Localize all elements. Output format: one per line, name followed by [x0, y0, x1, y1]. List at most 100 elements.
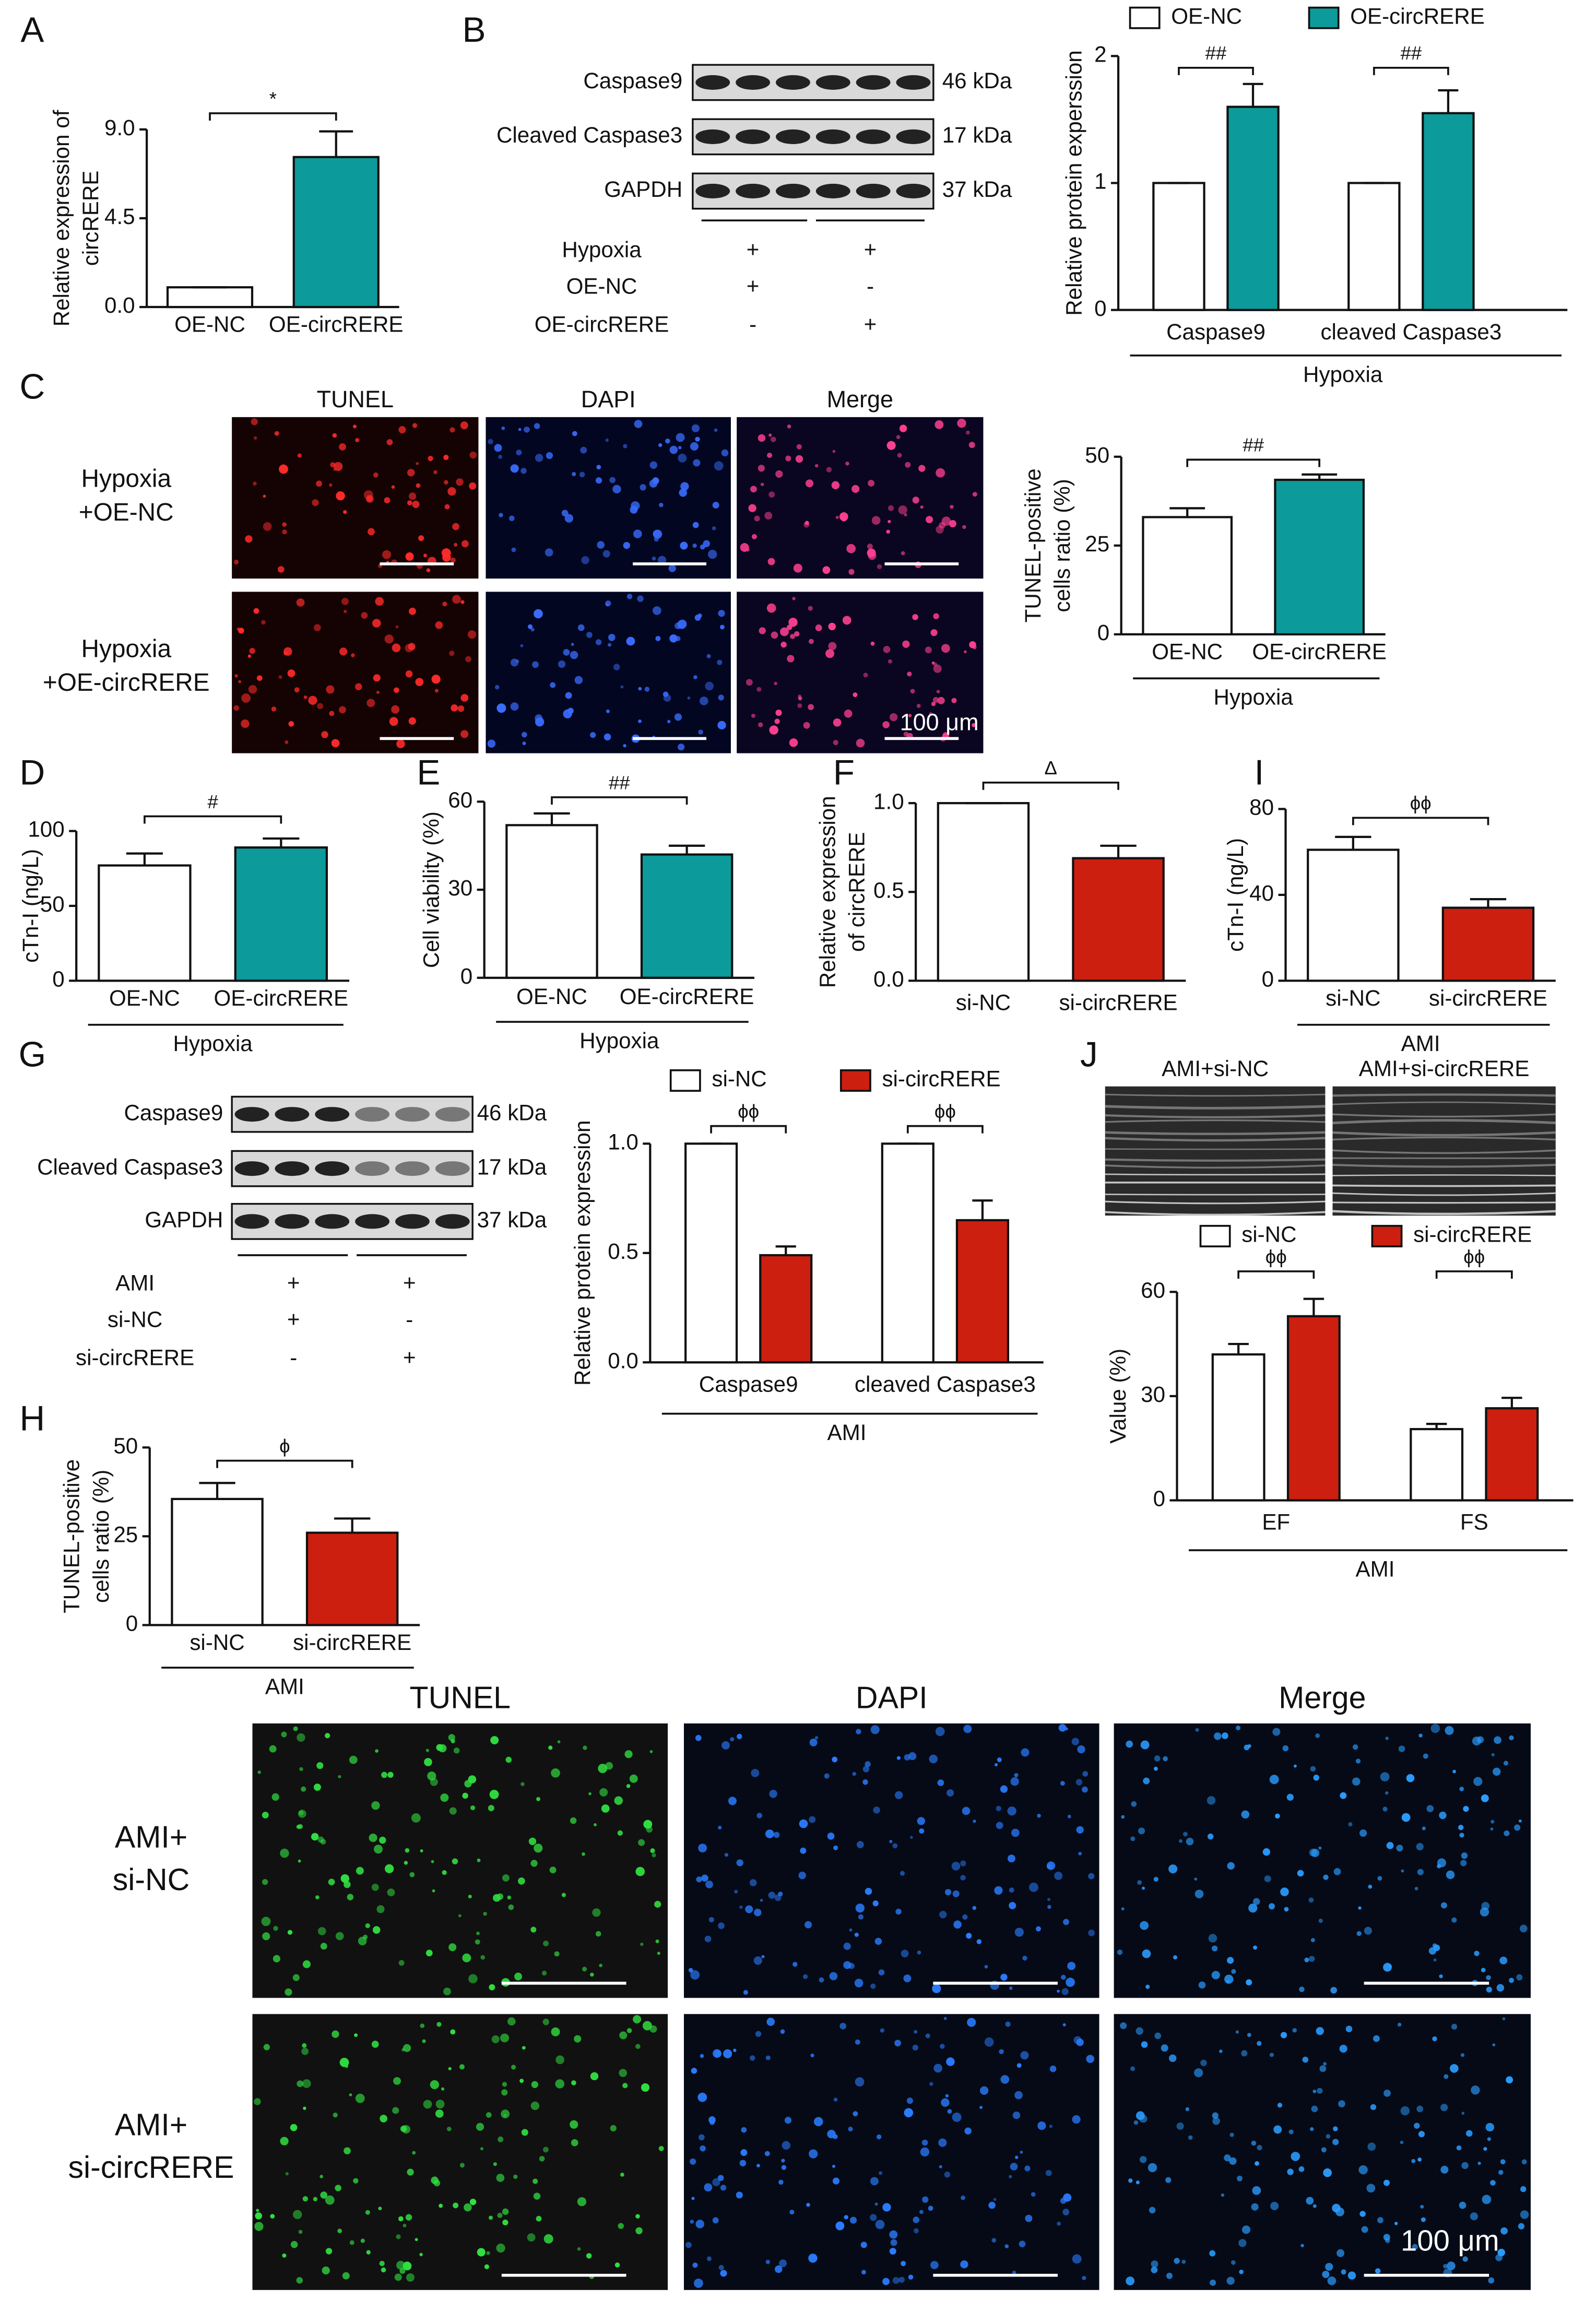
cell-dot: [1503, 1761, 1509, 1766]
cell-dot: [1086, 2055, 1095, 2063]
cell-dot: [905, 462, 911, 468]
cell-dot: [381, 1772, 387, 1778]
echo-trace: [1332, 1131, 1556, 1137]
cell-dot: [606, 709, 610, 713]
echo-trace: [1332, 1101, 1556, 1105]
cell-dot: [714, 461, 724, 471]
cell-dot: [1333, 2126, 1338, 2131]
cell-dot: [391, 705, 400, 714]
cell-dot: [814, 464, 819, 468]
cell-dot: [935, 420, 944, 429]
cell-dot: [809, 1816, 816, 1823]
cell-dot: [842, 616, 851, 625]
cell-dot: [932, 697, 939, 703]
cell-dot: [508, 1904, 514, 1910]
cell-dot: [929, 1754, 938, 1764]
cell-dot: [541, 1971, 547, 1976]
cell-dot: [1506, 2076, 1513, 2084]
cell-dot: [886, 529, 891, 534]
cell-dot: [510, 464, 519, 473]
cell-dot: [930, 629, 938, 636]
cell-dot: [416, 462, 419, 465]
bar: [98, 864, 192, 982]
cell-dot: [277, 566, 285, 573]
cell-dot: [832, 2177, 840, 2185]
cell-dot: [373, 674, 381, 682]
cell-dot: [487, 739, 496, 748]
cell-dot: [692, 544, 697, 548]
cell-dot: [809, 1738, 818, 1747]
cell-dot: [320, 2175, 323, 2178]
cell-dot: [896, 1756, 901, 1760]
cell-dot: [484, 2264, 489, 2269]
significance-bracket: [1178, 66, 1254, 75]
cell-dot: [877, 564, 882, 570]
cell-dot: [1416, 1843, 1424, 1850]
cell-dot: [461, 540, 469, 548]
y-tick-label: 0: [1094, 296, 1106, 321]
cell-dot: [505, 1756, 512, 1763]
cell-dot: [874, 2202, 878, 2206]
cell-dot: [654, 537, 659, 542]
cell-dot: [852, 1772, 856, 1776]
cell-dot: [1031, 2192, 1036, 2197]
cell-dot: [637, 595, 644, 602]
error-bar: [1169, 507, 1205, 517]
cell-dot: [442, 601, 447, 607]
cell-dot: [972, 1906, 977, 1910]
cell-dot: [1151, 2266, 1158, 2273]
cell-dot: [967, 2018, 976, 2027]
cell-dot: [590, 2072, 599, 2081]
cell-dot: [516, 450, 522, 456]
cell-dot: [1280, 1887, 1289, 1896]
cell-dot: [546, 452, 553, 459]
significance-label: ϕϕ: [1265, 1246, 1287, 1267]
cell-dot: [1310, 1938, 1315, 1942]
cell-dot: [1312, 2090, 1317, 2093]
y-axis-label: Cell viability (%): [419, 811, 443, 968]
cell-dot: [365, 1923, 370, 1928]
cell-dot: [550, 682, 556, 688]
cell-dot: [856, 738, 865, 748]
cell-dot: [1082, 1771, 1089, 1777]
cell-dot: [420, 2023, 425, 2028]
cell-dot: [349, 1755, 358, 1764]
treatment-mark: -: [290, 1346, 297, 1370]
cell-dot: [708, 1917, 714, 1922]
size-label: 46 kDa: [477, 1100, 547, 1125]
cell-dot: [1300, 2244, 1304, 2248]
cell-dot: [425, 1749, 429, 1752]
blot-band: [736, 129, 771, 144]
cell-dot: [1019, 2240, 1026, 2248]
cell-dot: [799, 1819, 808, 1828]
y-tick-label: 40: [1249, 881, 1274, 905]
cell-dot: [865, 1887, 872, 1895]
cell-dot: [465, 656, 471, 663]
cell-dot: [353, 2178, 359, 2184]
cell-dot: [1417, 2157, 1422, 2162]
blot-band: [355, 1214, 390, 1229]
cell-dot: [652, 477, 659, 485]
cell-dot: [833, 1845, 838, 1850]
cell-dot: [428, 455, 433, 462]
cell-dot: [270, 2214, 275, 2219]
cell-dot: [282, 529, 287, 535]
cell-dot: [280, 1848, 289, 1858]
cell-dot: [999, 2049, 1004, 2055]
x-tick-label: cleaved Caspase3: [1320, 320, 1501, 344]
cell-dot: [619, 2069, 628, 2077]
cell-dot: [343, 510, 347, 514]
cell-dot: [624, 1750, 633, 1759]
cell-dot: [1227, 1956, 1234, 1964]
cell-dot: [1299, 1986, 1305, 1992]
cell-dot: [1208, 1933, 1217, 1943]
cell-dot: [1138, 1827, 1145, 1835]
cell-dot: [1509, 1735, 1514, 1741]
cell-dot: [825, 649, 835, 658]
protein-label: Caspase9: [583, 68, 682, 93]
cell-dot: [635, 2227, 643, 2235]
cell-dot: [532, 661, 539, 668]
cell-dot: [1500, 2159, 1506, 2165]
cell-dot: [491, 2035, 500, 2044]
significance-label: ##: [1205, 42, 1227, 64]
